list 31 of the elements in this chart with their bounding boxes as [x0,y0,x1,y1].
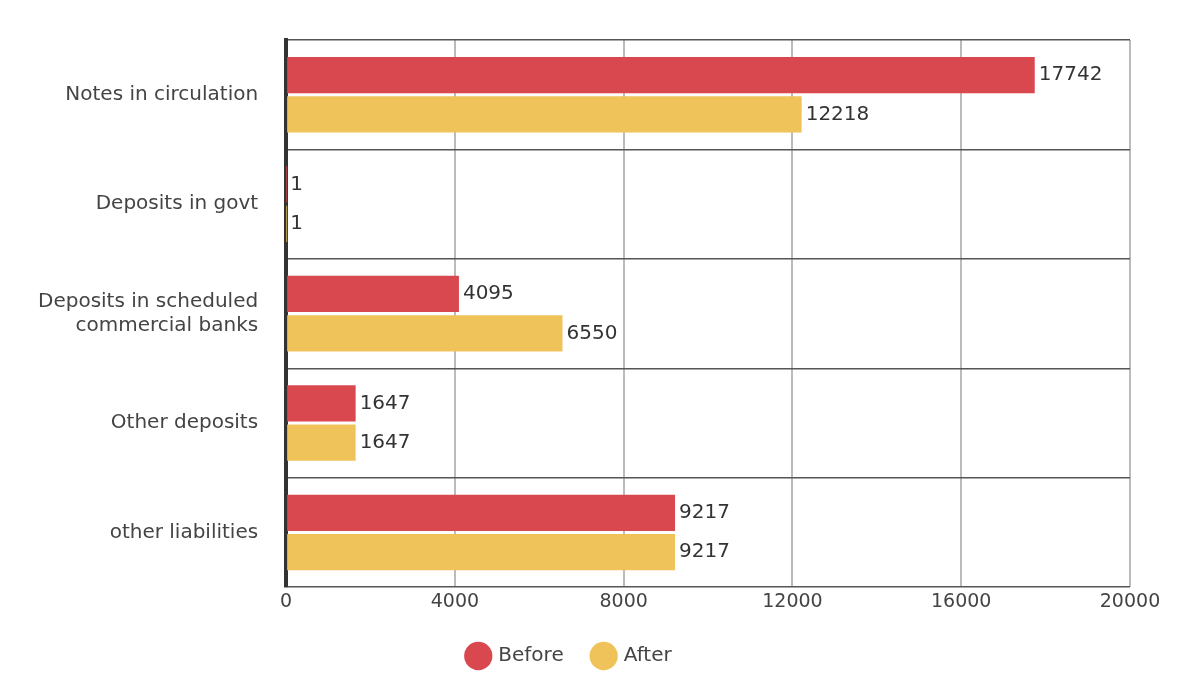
bar [287,494,676,531]
legend-label: Before [498,642,564,667]
x-tick-label: 20000 [1099,588,1161,611]
data-label: 12218 [805,100,870,125]
x-tick-label: 12000 [762,588,823,611]
x-tick-label: 0 [280,588,293,611]
data-label: 9217 [679,498,730,523]
data-label: 9217 [679,538,730,563]
data-label: 6550 [566,319,618,344]
x-tick-label: 4000 [430,588,480,611]
legend-label: After [623,642,673,667]
y-tick-label: Deposits in govt [95,190,259,215]
y-tick-label: Deposits in scheduled commercial banks [37,287,259,336]
bar [287,424,356,461]
bar [287,96,802,133]
x-tick-label: 8000 [599,588,648,611]
y-tick-label: Notes in circulation [65,80,259,105]
x-tick-label: 16000 [931,588,992,611]
y-tick-label: Other deposits [110,409,259,434]
bar [287,534,676,571]
bar [287,275,459,313]
bar [287,315,563,352]
bar [287,385,356,422]
data-label: 1647 [359,389,411,414]
data-label: 1 [290,170,303,195]
data-label: 1 [290,210,303,235]
data-label: 1647 [359,428,411,453]
bar [287,56,1035,94]
data-label: 4095 [462,280,514,305]
data-label: 17742 [1038,61,1103,86]
y-tick-label: other liabilities [109,518,259,543]
